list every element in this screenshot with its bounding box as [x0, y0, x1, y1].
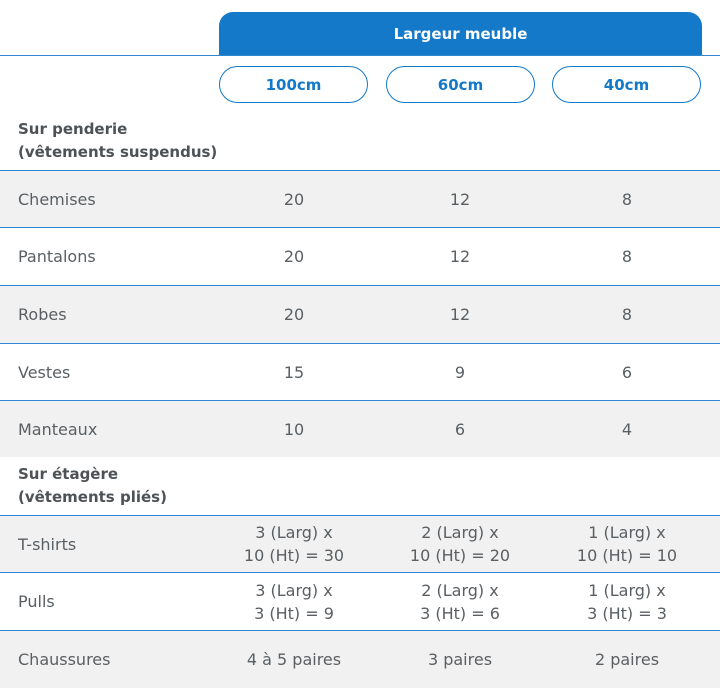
divider	[0, 170, 720, 171]
cell-line: 10 (Ht) = 20	[409, 546, 511, 565]
table-cell: 3 (Larg) x 3 (Ht) = 9	[211, 573, 377, 630]
table-cell: 12	[449, 305, 471, 324]
section-title-penderie: Sur penderie (vêtements suspendus)	[18, 118, 217, 164]
table-row: Chaussures 4 à 5 paires 3 paires 2 paire…	[0, 631, 720, 688]
table-cell: 4 à 5 paires	[246, 650, 342, 669]
table-cell: 3 paires	[427, 650, 493, 669]
table-cell: 1 (Larg) x 3 (Ht) = 3	[544, 573, 710, 630]
divider	[0, 572, 720, 573]
cell-line: 2 (Larg) x	[421, 580, 499, 600]
column-header-40cm: 40cm	[552, 66, 701, 103]
row-label: Robes	[18, 305, 67, 324]
divider	[0, 285, 720, 286]
table-row: Pulls 3 (Larg) x 3 (Ht) = 9 2 (Larg) x 3…	[0, 573, 720, 630]
table-cell: 20	[283, 247, 305, 266]
cell-line: 3 (Ht) = 9	[254, 603, 334, 623]
divider	[0, 400, 720, 401]
table-cell: 2 paires	[594, 650, 660, 669]
cell-line: 1 (Larg) x	[588, 580, 666, 600]
table-cell: 6	[454, 419, 466, 439]
table-row: Chemises 20 12 8	[0, 171, 720, 227]
section-title-line: Sur étagère	[18, 465, 119, 483]
table-cell: 1 (Larg) x 10 (Ht) = 10	[544, 516, 710, 572]
section-title-line: Sur penderie	[18, 120, 128, 138]
divider	[0, 343, 720, 344]
table-cell: 20	[283, 189, 305, 209]
table-cell: 20	[283, 305, 305, 324]
table-cell: 12	[449, 189, 471, 209]
table-row: Robes 20 12 8	[0, 286, 720, 343]
table-cell: 6	[621, 362, 633, 382]
cell-line: 3 (Larg) x	[255, 580, 333, 600]
section-subtitle-line: (vêtements pliés)	[18, 488, 167, 506]
table-row: Vestes 15 9 6	[0, 344, 720, 400]
row-label: T-shirts	[18, 534, 77, 554]
cell-line: 10 (Ht) = 10	[576, 546, 678, 565]
table-cell: 4	[621, 419, 633, 439]
table-cell: 8	[621, 247, 633, 266]
table-row: T-shirts 3 (Larg) x 10 (Ht) = 30 2 (Larg…	[0, 516, 720, 572]
row-label: Chaussures	[18, 650, 111, 669]
cell-line: 2 (Larg) x	[421, 523, 499, 542]
table-cell: 8	[621, 305, 633, 324]
divider	[0, 227, 720, 228]
row-label: Vestes	[18, 362, 71, 382]
row-label: Pantalons	[18, 247, 96, 266]
cell-line: 3 (Ht) = 3	[587, 603, 667, 623]
divider	[0, 55, 720, 56]
table-cell: 3 (Larg) x 10 (Ht) = 30	[211, 516, 377, 572]
divider	[0, 630, 720, 631]
row-label: Manteaux	[18, 419, 98, 439]
table-row: Manteaux 10 6 4	[0, 401, 720, 457]
table-cell: 9	[454, 362, 466, 382]
column-header-100cm: 100cm	[219, 66, 368, 103]
table-cell: 12	[449, 247, 471, 266]
table-header-title: Largeur meuble	[219, 12, 702, 55]
table-cell: 8	[621, 189, 633, 209]
column-header-60cm: 60cm	[386, 66, 535, 103]
cell-line: 3 (Larg) x	[255, 523, 333, 542]
row-label: Chemises	[18, 189, 96, 209]
cell-line: 3 (Ht) = 6	[420, 603, 500, 623]
cell-line: 1 (Larg) x	[588, 523, 666, 542]
section-title-etagere: Sur étagère (vêtements pliés)	[18, 463, 167, 509]
table-cell: 15	[283, 362, 305, 382]
section-subtitle-line: (vêtements suspendus)	[18, 143, 218, 161]
table-cell: 2 (Larg) x 10 (Ht) = 20	[377, 516, 543, 572]
row-label: Pulls	[18, 592, 55, 611]
table-cell: 2 (Larg) x 3 (Ht) = 6	[377, 573, 543, 630]
cell-line: 10 (Ht) = 30	[243, 546, 345, 565]
table-cell: 10	[283, 419, 305, 439]
table-row: Pantalons 20 12 8	[0, 228, 720, 285]
divider	[0, 515, 720, 516]
